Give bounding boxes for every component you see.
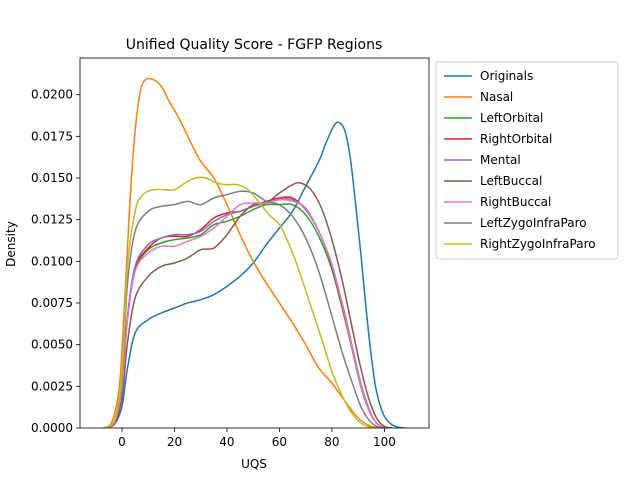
series-line-originals bbox=[103, 121, 406, 428]
series-line-mental bbox=[103, 198, 385, 428]
y-tick-label: 0.0150 bbox=[31, 171, 73, 185]
series-line-nasal bbox=[103, 77, 385, 428]
x-tick-label: 0 bbox=[118, 435, 126, 449]
x-axis-label: UQS bbox=[241, 457, 267, 471]
y-tick-label: 0.0125 bbox=[31, 213, 73, 227]
legend-box bbox=[435, 61, 619, 260]
y-tick-label: 0.0025 bbox=[31, 379, 73, 393]
x-tick-label: 40 bbox=[219, 435, 234, 449]
legend-label-leftzygoinfraparo: LeftZygoInfraParo bbox=[480, 216, 587, 230]
y-tick-label: 0.0100 bbox=[31, 254, 73, 268]
series-line-rightorbital bbox=[103, 196, 385, 428]
y-tick-label: 0.0075 bbox=[31, 296, 73, 310]
legend-label-leftbuccal: LeftBuccal bbox=[480, 174, 542, 188]
y-tick-label: 0.0000 bbox=[31, 421, 73, 435]
x-tick-label: 20 bbox=[167, 435, 182, 449]
axes: 0 20 40 60 80 100 0.0000 0.0025 0.0050 0.0075 0.01… bbox=[31, 57, 430, 449]
chart-title: Unified Quality Score - FGFP Regions bbox=[126, 37, 382, 53]
x-tick-label: 80 bbox=[324, 435, 339, 449]
series-line-rightzygoinfraparo bbox=[103, 176, 375, 428]
legend-label-nasal: Nasal bbox=[480, 90, 513, 104]
axes-frame bbox=[79, 57, 430, 429]
legend-label-leftorbital: LeftOrbital bbox=[480, 111, 543, 125]
x-tick-label: 100 bbox=[373, 435, 396, 449]
x-tick-label: 60 bbox=[272, 435, 287, 449]
plot-area bbox=[103, 77, 406, 428]
y-axis-label: Density bbox=[4, 221, 18, 267]
y-tick-label: 0.0175 bbox=[31, 129, 73, 143]
y-tick-label: 0.0050 bbox=[31, 338, 73, 352]
legend-label-originals: Originals bbox=[480, 69, 533, 83]
legend: Originals Nasal LeftOrbital RightOrbital Men… bbox=[435, 61, 619, 260]
series-line-leftzygoinfraparo bbox=[103, 190, 385, 428]
legend-label-mental: Mental bbox=[480, 153, 521, 167]
legend-label-rightorbital: RightOrbital bbox=[480, 132, 552, 146]
legend-label-rightbuccal: RightBuccal bbox=[480, 195, 551, 209]
y-tick-label: 0.0200 bbox=[31, 88, 73, 102]
series-line-leftbuccal bbox=[103, 181, 393, 428]
legend-label-rightzygoinfraparo: RightZygoInfraParo bbox=[480, 237, 596, 251]
series-line-rightbuccal bbox=[103, 198, 385, 428]
